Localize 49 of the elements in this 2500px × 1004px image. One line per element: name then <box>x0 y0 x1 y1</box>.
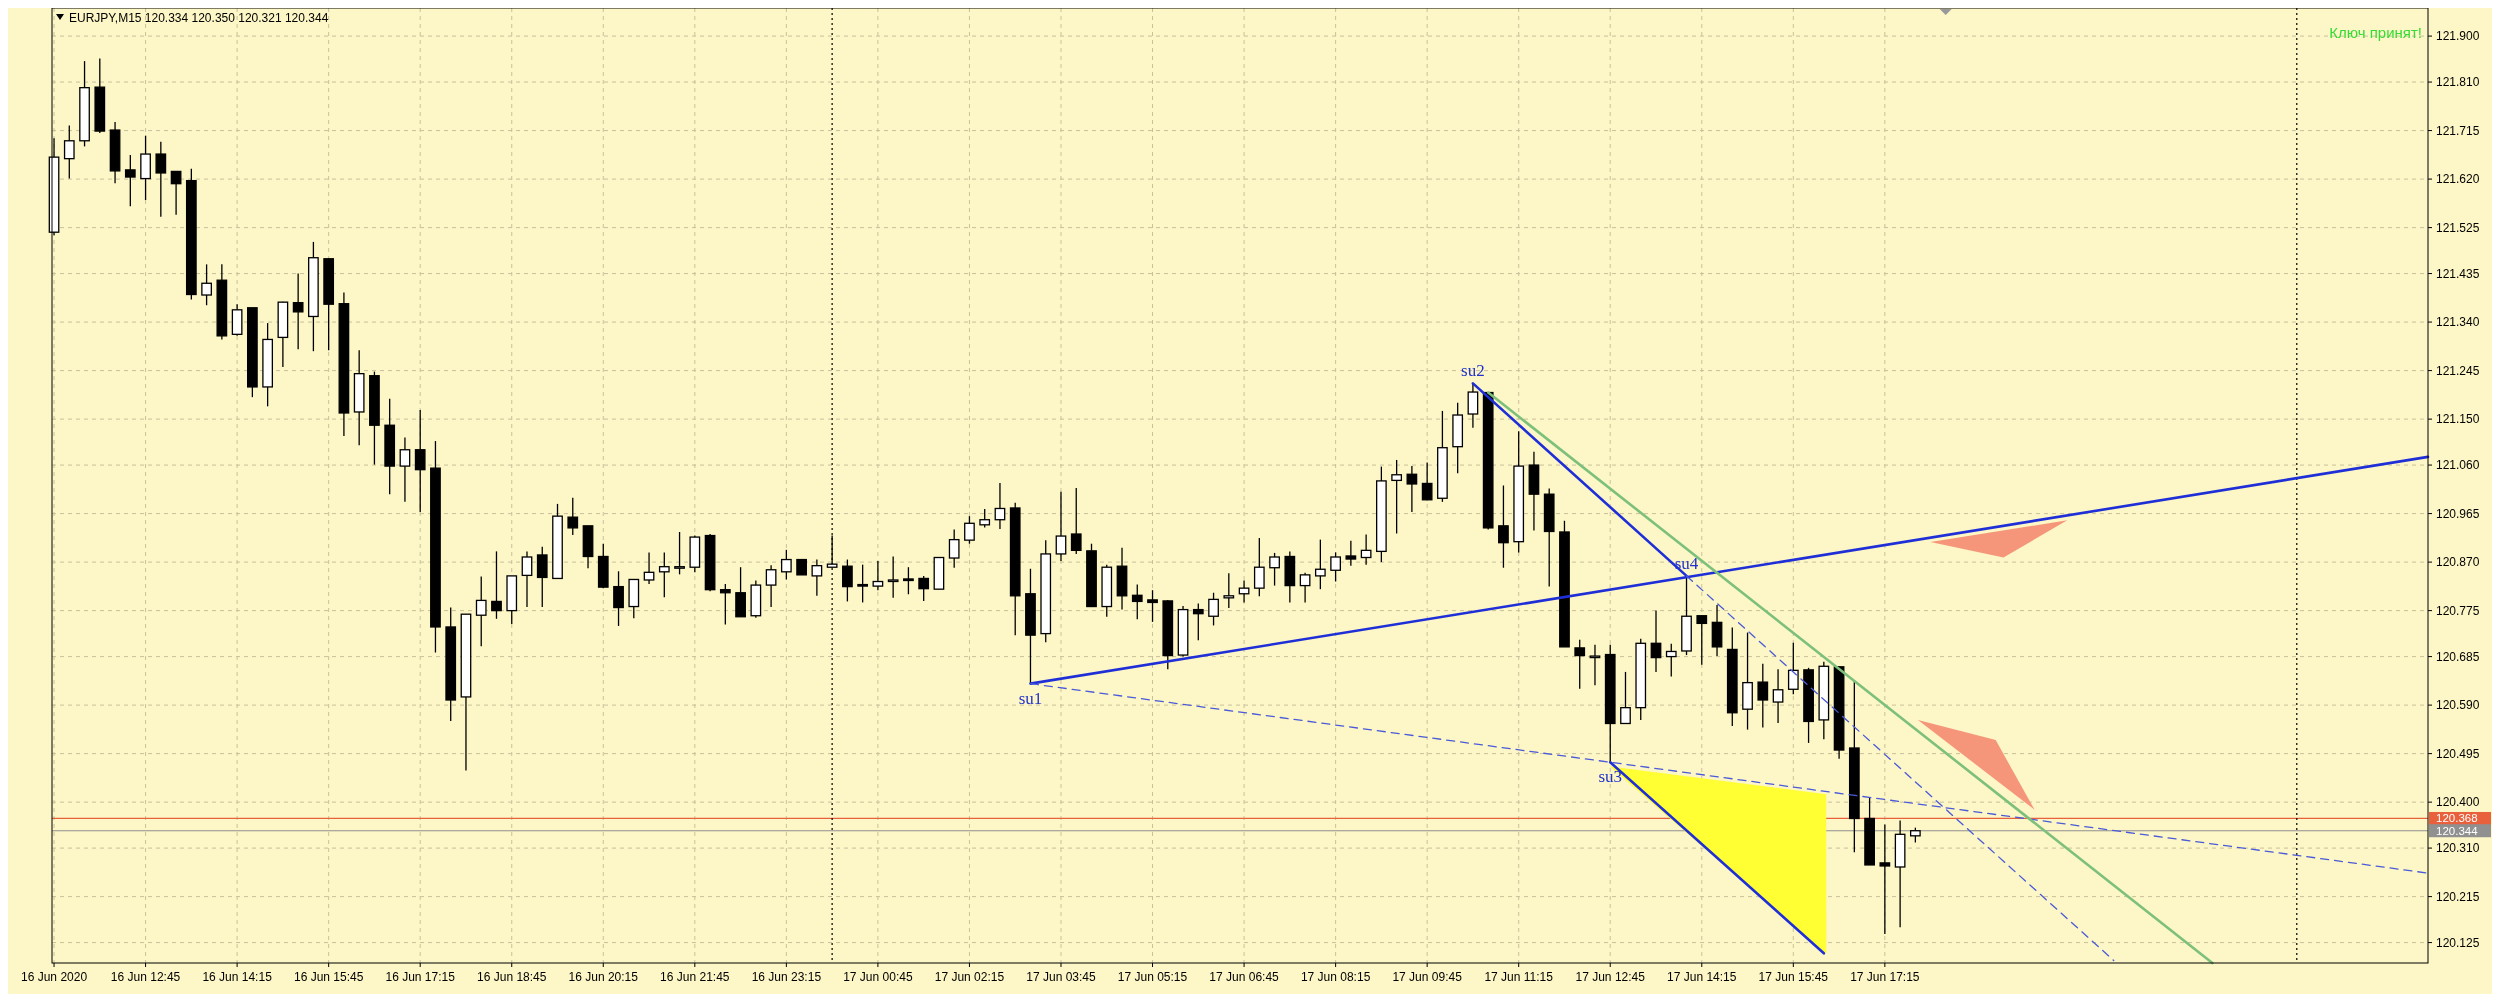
x-tick-label: 16 Jun 18:45 <box>477 970 547 984</box>
x-tick-label: 17 Jun 00:45 <box>843 970 913 984</box>
y-tick-label: 120.310 <box>2436 841 2480 856</box>
x-tick-label: 16 Jun 23:15 <box>751 970 822 984</box>
x-tick-label: 16 Jun 12:45 <box>110 970 181 984</box>
x-tick-label: 17 Jun 11:15 <box>1484 970 1554 984</box>
y-tick-label: 120.400 <box>2436 795 2480 810</box>
x-tick-label: 17 Jun 17:15 <box>1850 970 1920 984</box>
y-tick-label: 121.525 <box>2436 220 2480 235</box>
y-tick-label: 120.685 <box>2436 649 2480 664</box>
x-tick-label: 16 Jun 21:45 <box>660 970 730 984</box>
ref-line-label: 120.368 <box>2436 812 2478 825</box>
y-tick-label: 120.590 <box>2436 698 2480 713</box>
y-tick-label: 120.870 <box>2436 555 2480 570</box>
x-tick-label: 17 Jun 05:15 <box>1117 970 1188 984</box>
y-tick-label: 120.125 <box>2436 935 2480 950</box>
x-tick-label: 16 Jun 17:15 <box>385 970 456 984</box>
annotation: su1 <box>1018 688 1043 708</box>
y-tick-label: 120.215 <box>2436 889 2480 904</box>
x-tick-label: 16 Jun 14:15 <box>202 970 273 984</box>
x-tick-label: 16 Jun 20:15 <box>568 970 639 984</box>
y-tick-label: 121.810 <box>2436 75 2480 90</box>
x-tick-label: 17 Jun 15:45 <box>1758 970 1829 984</box>
y-tick-label: 121.900 <box>2436 29 2480 44</box>
annotation: su3 <box>1598 767 1623 787</box>
x-tick-label: 17 Jun 08:15 <box>1300 970 1371 984</box>
y-tick-label: 121.340 <box>2436 315 2480 330</box>
x-tick-label: 17 Jun 02:15 <box>934 970 1005 984</box>
y-tick-label: 120.495 <box>2436 746 2480 761</box>
annotation: su2 <box>1461 361 1485 381</box>
chart-title: EURJPY,M15 120.334 120.350 120.321 120.344 <box>69 11 329 25</box>
ref-line-label: 120.344 <box>2436 824 2479 837</box>
x-tick-label: 16 Jun 2020 <box>21 970 88 984</box>
x-tick-label: 17 Jun 03:45 <box>1026 970 1096 984</box>
y-tick-label: 120.775 <box>2436 603 2480 618</box>
y-tick-label: 121.060 <box>2436 458 2480 473</box>
annotation: Ключ принят! <box>2329 24 2422 41</box>
y-tick-label: 121.715 <box>2436 123 2480 138</box>
y-tick-label: 121.620 <box>2436 172 2480 187</box>
x-tick-label: 16 Jun 15:45 <box>293 970 364 984</box>
x-tick-label: 17 Jun 06:45 <box>1209 970 1280 984</box>
y-tick-label: 121.435 <box>2436 266 2480 281</box>
y-tick-label: 121.245 <box>2436 363 2480 378</box>
y-tick-label: 120.965 <box>2436 506 2480 521</box>
annotation: su4 <box>1674 553 1699 573</box>
y-tick-label: 121.150 <box>2436 412 2480 427</box>
x-tick-label: 17 Jun 14:15 <box>1667 970 1737 984</box>
x-tick-label: 17 Jun 12:45 <box>1575 970 1646 984</box>
x-tick-label: 17 Jun 09:45 <box>1392 970 1463 984</box>
